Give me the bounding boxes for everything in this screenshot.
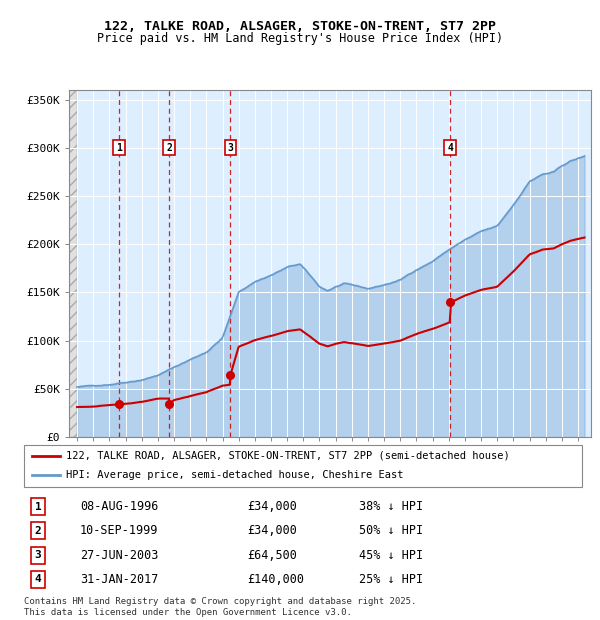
Bar [69,90,77,437]
Text: 38% ↓ HPI: 38% ↓ HPI [359,500,423,513]
Text: £140,000: £140,000 [247,573,304,586]
Text: Price paid vs. HM Land Registry's House Price Index (HPI): Price paid vs. HM Land Registry's House … [97,32,503,45]
Text: Contains HM Land Registry data © Crown copyright and database right 2025.
This d: Contains HM Land Registry data © Crown c… [24,598,416,617]
Text: 1: 1 [35,502,41,512]
Text: 50% ↓ HPI: 50% ↓ HPI [359,525,423,538]
Text: 4: 4 [35,574,41,585]
Text: 2: 2 [35,526,41,536]
Text: 45% ↓ HPI: 45% ↓ HPI [359,549,423,562]
Bar [69,90,77,437]
Text: 1: 1 [116,143,122,153]
Text: £34,000: £34,000 [247,525,297,538]
Text: 122, TALKE ROAD, ALSAGER, STOKE-ON-TRENT, ST7 2PP (semi-detached house): 122, TALKE ROAD, ALSAGER, STOKE-ON-TRENT… [66,451,509,461]
Text: 25% ↓ HPI: 25% ↓ HPI [359,573,423,586]
Text: 4: 4 [447,143,453,153]
Text: 3: 3 [227,143,233,153]
Text: HPI: Average price, semi-detached house, Cheshire East: HPI: Average price, semi-detached house,… [66,471,403,480]
Text: 3: 3 [35,550,41,560]
Text: 2: 2 [166,143,172,153]
Text: 122, TALKE ROAD, ALSAGER, STOKE-ON-TRENT, ST7 2PP: 122, TALKE ROAD, ALSAGER, STOKE-ON-TRENT… [104,20,496,33]
Text: 10-SEP-1999: 10-SEP-1999 [80,525,158,538]
Text: £34,000: £34,000 [247,500,297,513]
Text: £64,500: £64,500 [247,549,297,562]
Text: 31-JAN-2017: 31-JAN-2017 [80,573,158,586]
Text: 08-AUG-1996: 08-AUG-1996 [80,500,158,513]
FancyBboxPatch shape [24,445,582,487]
Text: 27-JUN-2003: 27-JUN-2003 [80,549,158,562]
